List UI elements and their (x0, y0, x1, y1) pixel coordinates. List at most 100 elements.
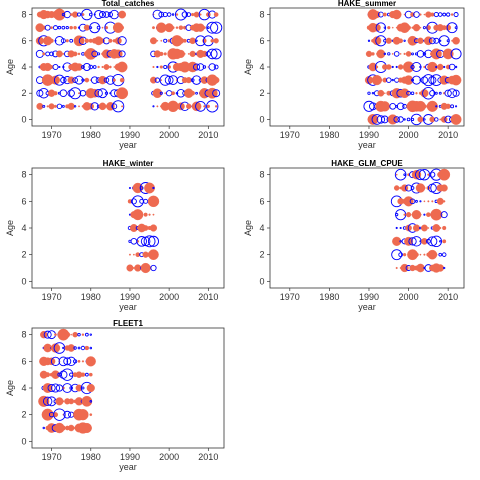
positive-residual-bubble (182, 38, 187, 43)
negative-residual-bubble (72, 77, 78, 83)
positive-residual-bubble (391, 26, 394, 29)
positive-residual-bubble (49, 38, 54, 43)
positive-residual-bubble (452, 36, 460, 45)
positive-residual-bubble (187, 61, 198, 73)
negative-residual-bubble (63, 357, 72, 366)
positive-residual-bubble (98, 75, 107, 85)
negative-residual-bubble (152, 9, 163, 20)
y-axis-label: Age (243, 220, 253, 236)
negative-residual-bubble (47, 383, 56, 393)
negative-residual-bubble (438, 252, 443, 257)
negative-residual-bubble (206, 21, 219, 34)
negative-residual-bubble (45, 51, 51, 57)
positive-residual-bubble (416, 263, 425, 273)
negative-residual-bubble (163, 38, 168, 43)
y-tick-label: 0 (21, 436, 26, 446)
x-tick-label: 1990 (120, 130, 140, 140)
negative-residual-bubble (376, 115, 386, 124)
positive-residual-bubble (190, 90, 195, 96)
y-tick-label: 2 (259, 250, 264, 260)
negative-residual-bubble (429, 171, 436, 178)
positive-residual-bubble (445, 24, 452, 31)
positive-residual-bubble (53, 91, 58, 96)
negative-residual-bubble (206, 100, 219, 113)
y-tick-label: 4 (259, 62, 264, 72)
x-tick-label: 1990 (359, 130, 379, 140)
negative-residual-bubble (428, 37, 436, 45)
negative-residual-bubble (422, 74, 435, 87)
y-tick-label: 6 (21, 36, 26, 46)
negative-residual-bubble (450, 48, 462, 60)
negative-residual-bubble (430, 235, 442, 248)
negative-residual-bubble (112, 100, 125, 113)
negative-residual-bubble (80, 345, 86, 351)
negative-residual-bubble (90, 102, 99, 111)
positive-residual-bubble (375, 65, 379, 69)
positive-residual-bubble (385, 37, 392, 44)
positive-residual-bubble (203, 105, 206, 108)
positive-residual-bubble (81, 333, 85, 336)
positive-residual-bubble (399, 53, 402, 55)
negative-residual-bubble (49, 51, 54, 57)
positive-residual-bubble (118, 10, 127, 19)
negative-residual-bubble (447, 88, 458, 99)
negative-residual-bubble (422, 87, 435, 100)
positive-residual-bubble (423, 253, 426, 256)
positive-residual-bubble (384, 92, 386, 95)
x-axis-label: year (119, 140, 137, 150)
y-axis-label: Age (5, 220, 15, 236)
positive-residual-bubble (364, 76, 374, 85)
negative-residual-bubble (433, 37, 440, 44)
x-axis-label: year (358, 140, 376, 150)
positive-residual-bubble (77, 359, 81, 363)
positive-residual-bubble (150, 76, 157, 84)
positive-residual-bubble (422, 104, 427, 109)
positive-residual-bubble (427, 200, 430, 203)
positive-residual-bubble (189, 37, 196, 45)
positive-residual-bubble (186, 103, 192, 110)
y-tick-label: 6 (259, 196, 264, 206)
x-tick-label: 2010 (198, 130, 218, 140)
panel-title: FLEET1 (113, 319, 143, 328)
x-tick-label: 2000 (399, 292, 419, 302)
y-tick-label: 4 (21, 223, 26, 233)
x-tick-label: 2010 (198, 292, 218, 302)
negative-residual-bubble (371, 92, 375, 95)
positive-residual-bubble (50, 343, 61, 353)
negative-residual-bubble (367, 91, 371, 95)
positive-residual-bubble (152, 65, 155, 69)
negative-residual-bubble (171, 13, 175, 16)
positive-residual-bubble (81, 395, 93, 407)
positive-residual-bubble (439, 226, 442, 230)
negative-residual-bubble (68, 411, 75, 418)
x-tick-label: 2000 (159, 452, 179, 462)
negative-residual-bubble (67, 89, 75, 97)
positive-residual-bubble (78, 105, 80, 108)
positive-residual-bubble (163, 52, 167, 56)
positive-residual-bubble (148, 249, 159, 260)
positive-residual-bubble (116, 87, 129, 100)
positive-residual-bubble (46, 105, 49, 108)
positive-residual-bubble (41, 408, 54, 421)
negative-residual-bubble (53, 408, 66, 421)
negative-residual-bubble (383, 26, 387, 29)
negative-residual-bubble (453, 12, 459, 18)
negative-residual-bubble (84, 372, 89, 377)
positive-residual-bubble (71, 11, 79, 18)
positive-residual-bubble (51, 75, 60, 85)
negative-residual-bubble (60, 38, 66, 44)
positive-residual-bubble (45, 372, 51, 378)
negative-residual-bubble (96, 25, 101, 30)
positive-residual-bubble (395, 266, 398, 270)
positive-residual-bubble (450, 13, 454, 16)
negative-residual-bubble (419, 65, 422, 69)
positive-residual-bubble (382, 12, 387, 17)
negative-residual-bubble (402, 103, 408, 109)
negative-residual-bubble (383, 52, 387, 56)
positive-residual-bubble (156, 39, 159, 42)
positive-residual-bubble (77, 409, 89, 421)
x-axis-label: year (358, 302, 376, 312)
negative-residual-bubble (208, 63, 216, 71)
negative-residual-bubble (50, 383, 61, 393)
negative-residual-bubble (406, 90, 411, 96)
